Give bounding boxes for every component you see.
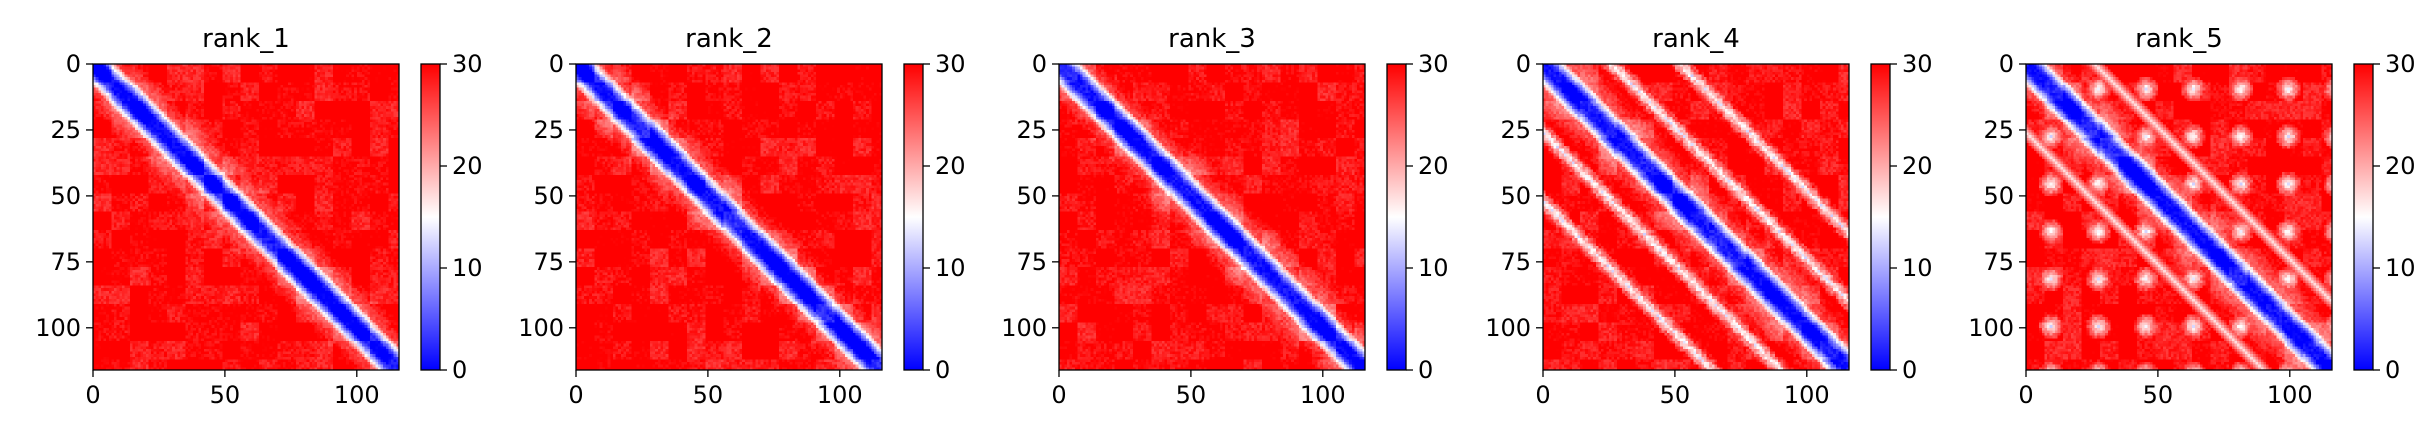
colorbar bbox=[1870, 63, 1891, 371]
y-tick-label: 50 bbox=[1016, 182, 1047, 210]
colorbar-tick-label: 0 bbox=[2385, 356, 2400, 384]
panel-title: rank_3 bbox=[1168, 24, 1256, 54]
y-tick-label: 100 bbox=[1485, 314, 1531, 342]
y-tick-label: 75 bbox=[50, 248, 81, 276]
colorbar-tick-label: 20 bbox=[1418, 152, 1449, 180]
plot-frame bbox=[92, 63, 400, 371]
colorbar-tick-label: 10 bbox=[1418, 254, 1449, 282]
colorbar-tick-label: 20 bbox=[2385, 152, 2416, 180]
plot-frame bbox=[1058, 63, 1366, 371]
y-tick-label: 0 bbox=[1999, 50, 2014, 78]
colorbar bbox=[1386, 63, 1407, 371]
x-tick-label: 50 bbox=[1176, 381, 1207, 409]
y-tick-label: 50 bbox=[50, 182, 81, 210]
heatmap-image bbox=[1059, 64, 1365, 370]
heatmap-panel-5: rank_5 0 50 100 0 25 50 75 100 0 10 20 30 bbox=[1968, 24, 2415, 409]
y-tick-label: 0 bbox=[549, 50, 564, 78]
colorbar-tick-label: 10 bbox=[1902, 254, 1933, 282]
colorbar bbox=[903, 63, 924, 371]
heatmap-image bbox=[576, 64, 882, 370]
colorbar-tick-label: 20 bbox=[452, 152, 483, 180]
colorbar-tick-label: 30 bbox=[2385, 50, 2416, 78]
heatmap-image bbox=[1543, 64, 1849, 370]
y-tick-label: 75 bbox=[1500, 248, 1531, 276]
y-tick-label: 100 bbox=[1968, 314, 2014, 342]
panel-title: rank_4 bbox=[1652, 24, 1740, 54]
y-tick-label: 50 bbox=[533, 182, 564, 210]
y-tick-label: 25 bbox=[1016, 116, 1047, 144]
x-tick-label: 50 bbox=[210, 381, 241, 409]
plot-frame bbox=[2025, 63, 2333, 371]
x-tick-label: 0 bbox=[1535, 381, 1550, 409]
x-tick-label: 100 bbox=[2267, 381, 2313, 409]
y-tick-label: 0 bbox=[66, 50, 81, 78]
x-tick-label: 0 bbox=[568, 381, 583, 409]
heatmap-panel-2: rank_2 0 50 100 0 25 50 75 100 0 10 20 30 bbox=[518, 24, 965, 409]
colorbar-tick-label: 10 bbox=[452, 254, 483, 282]
heatmap-panel-1: rank_1 0 50 100 0 25 50 75 100 0 10 20 30 bbox=[35, 24, 482, 409]
plot-frame bbox=[1542, 63, 1850, 371]
y-tick-label: 25 bbox=[1500, 116, 1531, 144]
y-tick-label: 25 bbox=[1983, 116, 2014, 144]
colorbar bbox=[2353, 63, 2374, 371]
x-tick-label: 0 bbox=[1051, 381, 1066, 409]
y-tick-label: 25 bbox=[533, 116, 564, 144]
colorbar-tick-label: 30 bbox=[1902, 50, 1933, 78]
heatmap-image bbox=[2026, 64, 2332, 370]
y-tick-label: 100 bbox=[35, 314, 81, 342]
y-tick-label: 50 bbox=[1983, 182, 2014, 210]
x-tick-label: 100 bbox=[1784, 381, 1830, 409]
y-tick-label: 75 bbox=[533, 248, 564, 276]
x-tick-label: 50 bbox=[693, 381, 724, 409]
heatmap-panel-4: rank_4 0 50 100 0 25 50 75 100 0 10 20 30 bbox=[1485, 24, 1932, 409]
colorbar-tick-label: 10 bbox=[935, 254, 966, 282]
x-tick-label: 100 bbox=[817, 381, 863, 409]
x-tick-label: 100 bbox=[1300, 381, 1346, 409]
x-tick-label: 50 bbox=[1660, 381, 1691, 409]
x-tick-label: 50 bbox=[2143, 381, 2174, 409]
colorbar-tick-label: 30 bbox=[935, 50, 966, 78]
colorbar-tick-label: 30 bbox=[1418, 50, 1449, 78]
colorbar-tick-label: 0 bbox=[1418, 356, 1433, 384]
y-tick-label: 100 bbox=[1001, 314, 1047, 342]
heatmap-image bbox=[93, 64, 399, 370]
colorbar-tick-label: 30 bbox=[452, 50, 483, 78]
colorbar-tick-label: 20 bbox=[1902, 152, 1933, 180]
y-tick-label: 75 bbox=[1983, 248, 2014, 276]
y-tick-label: 75 bbox=[1016, 248, 1047, 276]
heatmap-panel-3: rank_3 0 50 100 0 25 50 75 100 0 10 20 30 bbox=[1001, 24, 1448, 409]
y-tick-label: 0 bbox=[1516, 50, 1531, 78]
x-tick-label: 100 bbox=[334, 381, 380, 409]
x-tick-label: 0 bbox=[2018, 381, 2033, 409]
colorbar-tick-label: 0 bbox=[935, 356, 950, 384]
x-tick-label: 0 bbox=[85, 381, 100, 409]
plot-frame bbox=[575, 63, 883, 371]
colorbar-tick-label: 0 bbox=[452, 356, 467, 384]
panel-title: rank_1 bbox=[202, 24, 290, 54]
panel-title: rank_5 bbox=[2135, 24, 2223, 54]
y-tick-label: 100 bbox=[518, 314, 564, 342]
colorbar-tick-label: 0 bbox=[1902, 356, 1917, 384]
colorbar-tick-label: 20 bbox=[935, 152, 966, 180]
panel-title: rank_2 bbox=[685, 24, 773, 54]
colorbar-tick-label: 10 bbox=[2385, 254, 2416, 282]
y-tick-label: 0 bbox=[1032, 50, 1047, 78]
y-tick-label: 50 bbox=[1500, 182, 1531, 210]
colorbar bbox=[420, 63, 441, 371]
y-tick-label: 25 bbox=[50, 116, 81, 144]
